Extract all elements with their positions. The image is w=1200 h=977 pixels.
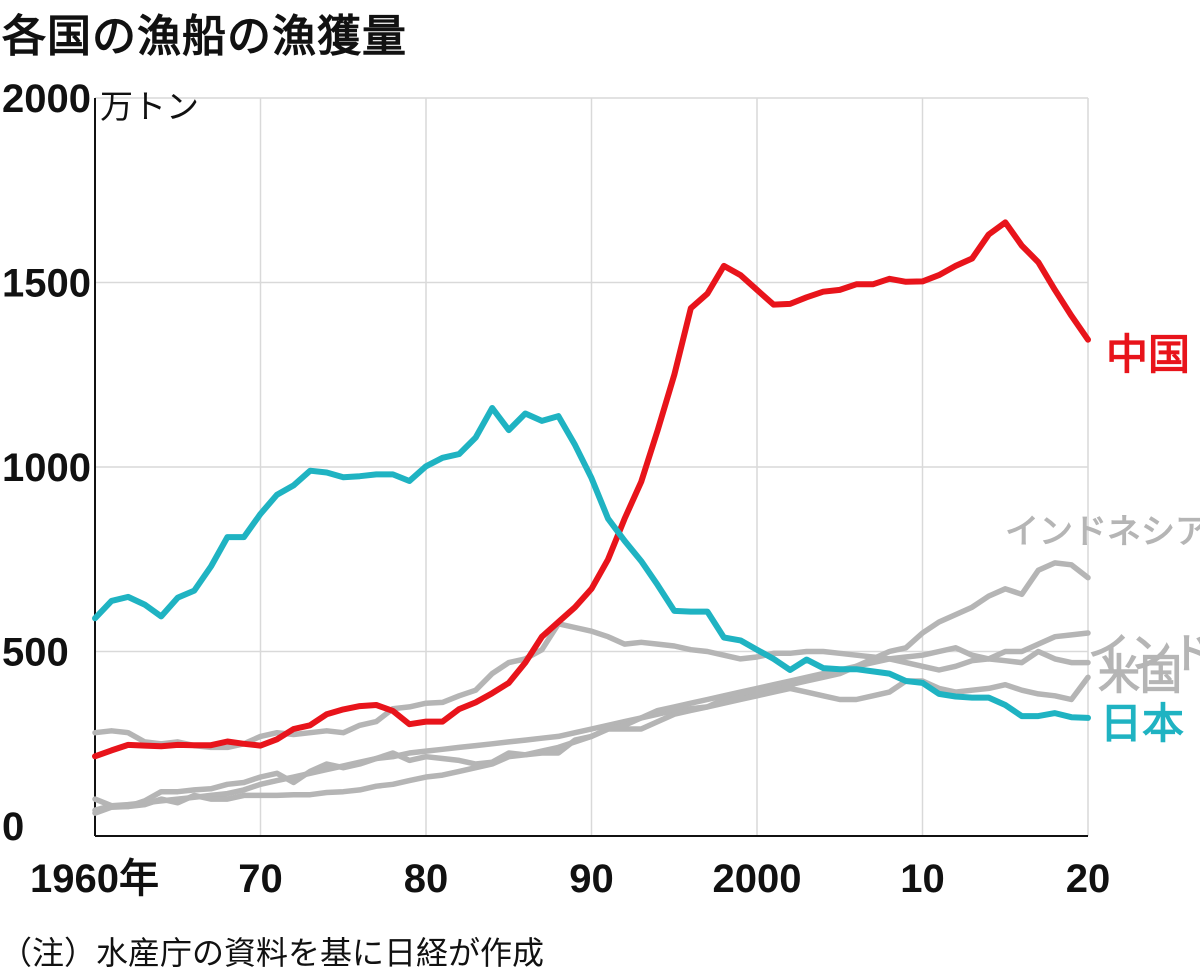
series-lines [92,219,1091,816]
x-tick-label: 80 [404,857,449,901]
series-line-ロシア（旧ソ連） [92,621,1091,751]
x-tick-label: 20 [1066,857,1111,901]
series-line-中国 [92,219,1091,760]
y-tick-label: 500 [2,631,69,675]
series-label-usa: 米国 [1098,650,1182,699]
series-line-インドネシア [92,560,1091,813]
series-label-japan: 日本 [1100,699,1184,748]
chart-note: （注）水産庁の資料を基に日経が作成 [0,934,545,972]
grid-lines [95,97,1089,836]
series-label-indonesia: インドネシア [1005,512,1200,552]
y-tick-label: 1000 [2,446,91,490]
y-tick-label: 2000 [2,77,91,121]
series-label-china: 中国 [1106,330,1190,379]
x-tick-label: 1960年 [30,857,159,901]
x-tick-label: 90 [569,857,614,901]
chart-title: 各国の漁船の漁獲量 [2,11,407,62]
series-line-日本 [92,405,1091,721]
series-end-labels: 中国 インドネシア インド 米国 日本 [1005,330,1200,748]
y-tick-label: 0 [2,805,24,849]
y-unit-label: 万トン [100,87,199,126]
axes [94,98,1088,837]
y-tick-label: 1500 [2,262,91,306]
x-tick-label: 70 [238,857,283,901]
x-tick-label: 2000 [713,857,802,901]
x-tick-label: 10 [900,857,945,901]
tick-labels: 0 500 1000 1500 2000 1960年 70 80 90 2000 10 20 [2,77,1110,901]
series-label-india: インド [1088,629,1200,678]
